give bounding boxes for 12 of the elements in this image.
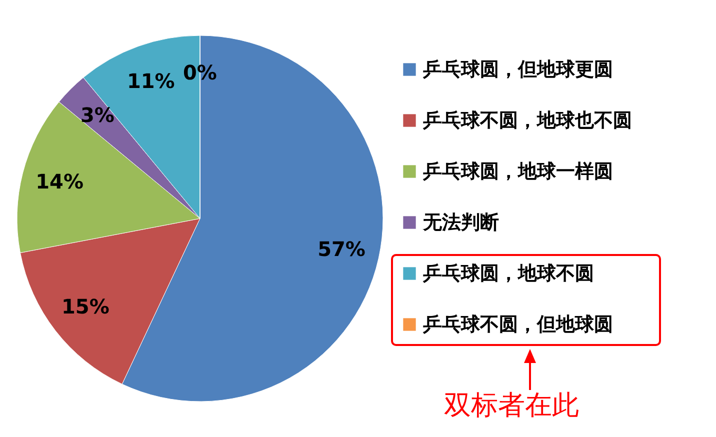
legend-label: 乒乓球不圆，但地球圆 xyxy=(422,314,613,336)
data-label: 15% xyxy=(61,294,110,318)
data-label: 57% xyxy=(318,237,366,262)
data-label: 14% xyxy=(36,169,84,194)
legend-label: 乒乓球不圆，地球也不圆 xyxy=(422,110,632,132)
legend-label: 无法判断 xyxy=(422,212,499,234)
data-label: 11% xyxy=(126,69,175,94)
data-label: 3% xyxy=(80,102,114,127)
legend-label: 乒乓球圆，但地球更圆 xyxy=(422,58,613,80)
legend-label: 乒乓球圆，地球一样圆 xyxy=(422,160,613,182)
legend-label: 乒乓球圆，地球不圆 xyxy=(422,262,594,284)
text: 双标者在此 xyxy=(444,390,579,421)
